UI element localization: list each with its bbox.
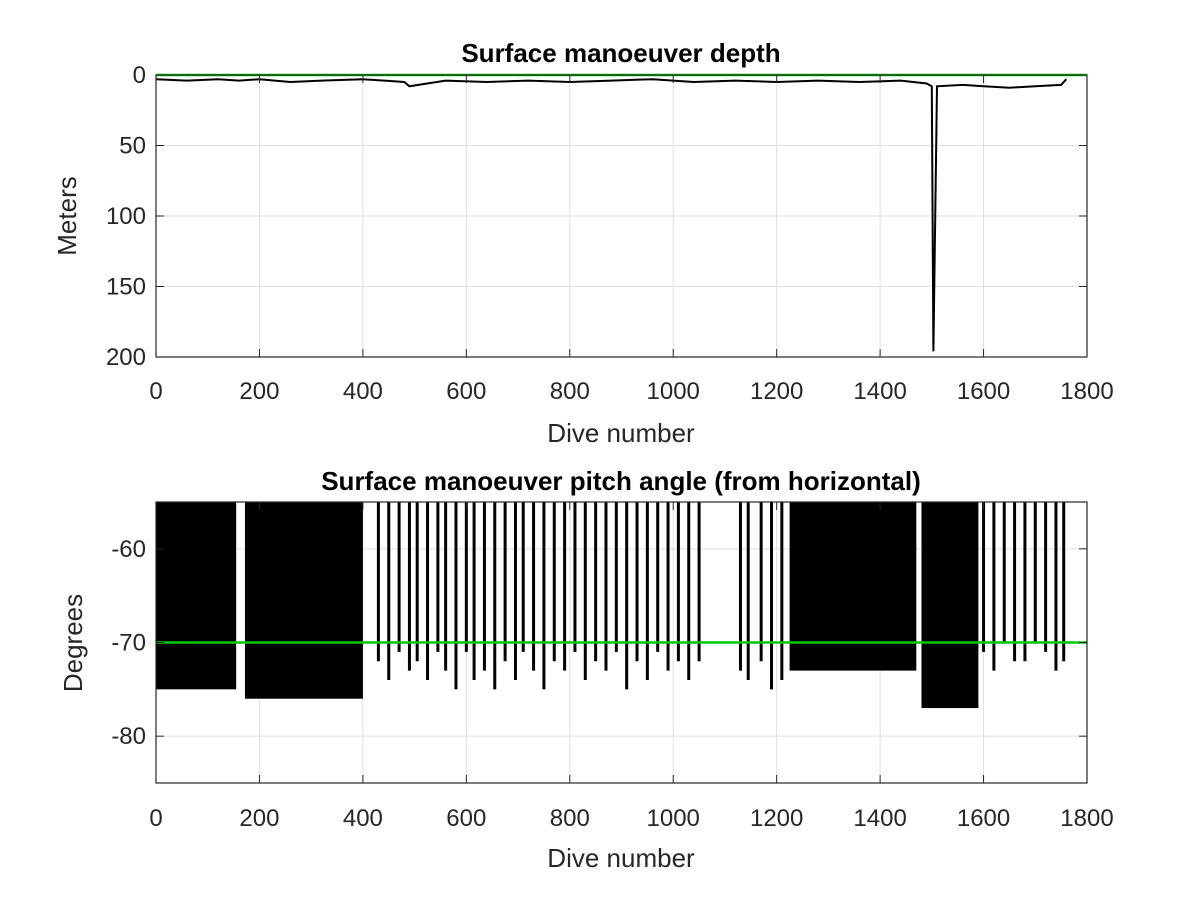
pitch-chart-xtick-label: 1200	[750, 805, 803, 832]
pitch-chart-xtick-label: 800	[550, 805, 590, 832]
depth-chart-xtick-label: 200	[239, 378, 279, 405]
depth-chart-ytick-label: 50	[119, 133, 146, 160]
pitch-chart-dense-block	[789, 502, 917, 671]
depth-chart-xtick-label: 1000	[647, 378, 700, 405]
pitch-chart-ytick-label: -60	[111, 536, 146, 563]
pitch-chart-xtick-label: 1600	[957, 805, 1010, 832]
pitch-chart-xlabel: Dive number	[547, 843, 695, 873]
depth-chart-xtick-label: 800	[550, 378, 590, 405]
pitch-chart-xtick-label: 400	[343, 805, 383, 832]
pitch-chart: Surface manoeuver pitch angle (from hori…	[58, 466, 1114, 873]
pitch-chart-plot-area	[156, 502, 1066, 709]
pitch-chart-dense-block	[156, 502, 237, 690]
depth-chart-xlabel: Dive number	[547, 418, 695, 448]
depth-chart-xtick-label: 600	[446, 378, 486, 405]
pitch-chart-dense-block	[244, 502, 363, 699]
depth-chart-title: Surface manoeuver depth	[461, 38, 780, 68]
depth-chart-xtick-label: 0	[149, 378, 162, 405]
pitch-chart-ytick-label: -80	[111, 723, 146, 750]
pitch-chart-xtick-label: 600	[446, 805, 486, 832]
depth-chart-ylabel: Meters	[52, 176, 82, 255]
pitch-chart-xtick-label: 0	[149, 805, 162, 832]
depth-chart-plot-area	[156, 78, 1068, 352]
pitch-chart-ylabel: Degrees	[58, 594, 88, 692]
depth-chart-xtick-label: 1600	[957, 378, 1010, 405]
pitch-chart-xtick-label: 1000	[647, 805, 700, 832]
pitch-chart-xtick-label: 1800	[1060, 805, 1113, 832]
depth-chart-series-line	[156, 78, 1068, 352]
pitch-chart-ytick-label: -70	[111, 630, 146, 657]
depth-chart-xtick-label: 1400	[853, 378, 906, 405]
pitch-chart-title: Surface manoeuver pitch angle (from hori…	[321, 466, 921, 496]
depth-chart-ytick-label: 200	[106, 344, 146, 371]
depth-chart-grid	[155, 74, 1088, 358]
pitch-chart-xtick-label: 1400	[853, 805, 906, 832]
depth-chart: Surface manoeuver depth Dive number Mete…	[52, 38, 1114, 448]
depth-chart-xtick-label: 400	[343, 378, 383, 405]
pitch-chart-xtick-label: 200	[239, 805, 279, 832]
depth-chart-xtick-label: 1200	[750, 378, 803, 405]
depth-chart-ytick-label: 100	[106, 203, 146, 230]
depth-chart-xtick-label: 1800	[1060, 378, 1113, 405]
depth-chart-ytick-label: 150	[106, 274, 146, 301]
depth-chart-ytick-label: 0	[133, 62, 146, 89]
pitch-chart-dense-block	[921, 502, 979, 709]
